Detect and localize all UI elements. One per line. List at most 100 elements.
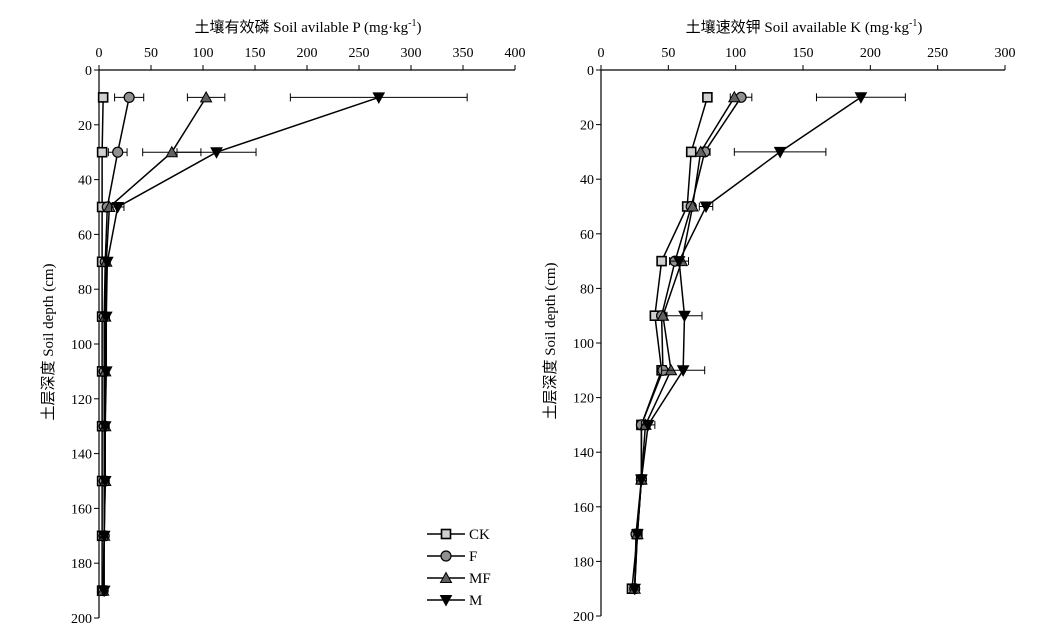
data-point-f	[112, 146, 124, 158]
x-tick-label: 150	[245, 46, 266, 61]
series-m	[628, 92, 906, 596]
x-tick-label: 100	[725, 46, 746, 61]
y-axis-title: 土层深度 Soil depth (cm)	[40, 263, 57, 420]
x-axis-title-end: )	[917, 20, 922, 36]
y-tick-label: 0	[85, 64, 92, 79]
y-tick-label: 200	[573, 610, 594, 625]
x-axis-title-main: 土壤有效磷 Soil avilable P (mg·kg	[195, 18, 409, 36]
legend-marker-ck	[440, 528, 452, 540]
data-point-m	[676, 365, 690, 377]
y-tick-label: 80	[580, 282, 594, 297]
data-point-mf	[165, 145, 179, 158]
chart-panel-1: 0 50 100 150 200 250 300 0 20 40 60 80 100 120 140 160 1…	[542, 18, 1016, 625]
y-tick-label: 200	[71, 612, 92, 627]
x-tick-label: 350	[453, 46, 474, 61]
data-point-mf	[199, 90, 213, 103]
data-point-m	[628, 583, 642, 596]
data-point-f	[123, 91, 135, 104]
series-mf	[96, 90, 226, 596]
y-tick-label: 0	[587, 64, 594, 79]
x-tick-label: 0	[96, 46, 103, 61]
x-tick-label: 400	[505, 46, 526, 61]
y-tick-label: 120	[573, 392, 594, 407]
y-tick-label: 40	[580, 173, 594, 188]
data-point-m	[631, 529, 644, 541]
series-line-m	[633, 96, 862, 589]
legend-label-ck: CK	[469, 527, 490, 543]
legend-label-m: M	[469, 593, 482, 609]
y-tick-label: 140	[71, 448, 92, 463]
data-point-m	[98, 476, 112, 488]
data-point-m	[100, 256, 114, 269]
series-line-f	[102, 97, 130, 591]
data-point-ck	[97, 92, 109, 103]
data-point-m	[678, 310, 691, 323]
data-point-m	[854, 92, 868, 104]
series-line-ck	[101, 97, 104, 591]
data-point-mf	[727, 90, 741, 103]
data-point-m	[98, 421, 112, 433]
x-axis-title-end: )	[416, 20, 421, 36]
data-point-m	[635, 474, 648, 487]
data-point-mf	[656, 309, 670, 321]
x-tick-label: 50	[661, 46, 675, 61]
data-point-m	[111, 202, 125, 214]
x-tick-label: 250	[927, 46, 948, 61]
data-point-ck	[702, 92, 713, 103]
y-tick-label: 180	[573, 555, 594, 570]
legend-label-f: F	[469, 549, 477, 565]
data-point-m	[641, 419, 655, 432]
x-tick-label: 300	[995, 46, 1016, 61]
x-tick-label: 200	[860, 46, 881, 61]
y-tick-label: 100	[573, 337, 594, 352]
y-tick-label: 20	[580, 119, 594, 134]
data-point-mf	[686, 199, 699, 212]
y-tick-label: 20	[78, 119, 92, 134]
legend-marker-f	[440, 550, 452, 562]
x-tick-label: 150	[793, 46, 814, 61]
y-tick-label: 80	[78, 283, 92, 298]
data-point-m	[699, 201, 713, 214]
data-point-m	[773, 146, 787, 159]
series-line-mf	[102, 97, 207, 591]
y-tick-label: 140	[573, 446, 594, 461]
data-point-m	[372, 92, 386, 104]
x-tick-label: 250	[349, 46, 370, 61]
y-tick-label: 160	[573, 501, 594, 516]
data-point-mf	[694, 145, 707, 157]
x-axis-title: 土壤有效磷 Soil avilable P (mg·kg-1)	[195, 18, 422, 36]
x-tick-label: 100	[193, 46, 214, 61]
series-line-ck	[631, 97, 709, 589]
x-tick-label: 300	[401, 46, 422, 61]
x-tick-label: 200	[297, 46, 318, 61]
series-ck	[626, 92, 713, 595]
y-tick-label: 160	[71, 502, 92, 517]
x-tick-label: 50	[144, 46, 158, 61]
data-point-ck	[656, 255, 667, 267]
x-axis-title-superscript: -1	[408, 18, 416, 29]
data-point-m	[210, 147, 223, 159]
data-point-m	[97, 585, 111, 598]
y-tick-label: 180	[71, 557, 92, 572]
legend-marker-mf	[439, 571, 453, 583]
series-m	[97, 92, 468, 598]
series-line-f	[633, 96, 742, 589]
data-point-ck	[96, 146, 108, 158]
legend: CK F MF M	[427, 527, 491, 609]
legend-label-mf: MF	[469, 571, 491, 587]
y-tick-label: 40	[78, 174, 92, 189]
y-tick-label: 120	[71, 393, 92, 408]
data-point-m	[99, 311, 113, 324]
data-point-m	[99, 366, 113, 378]
y-tick-label: 60	[580, 228, 594, 243]
x-axis-title-superscript: -1	[909, 18, 917, 29]
legend-marker-m	[439, 595, 453, 607]
y-tick-label: 100	[71, 338, 92, 353]
x-tick-label: 0	[598, 46, 605, 61]
chart-panel-0: 0 50 100 150 200 250 300 350 400 0 20 40 60 80 100 120 1…	[40, 18, 526, 627]
y-axis-title: 土层深度 Soil depth (cm)	[542, 262, 559, 419]
x-axis-title: 土壤速效钾 Soil available K (mg·kg-1)	[686, 18, 923, 36]
data-point-ck	[685, 146, 697, 158]
